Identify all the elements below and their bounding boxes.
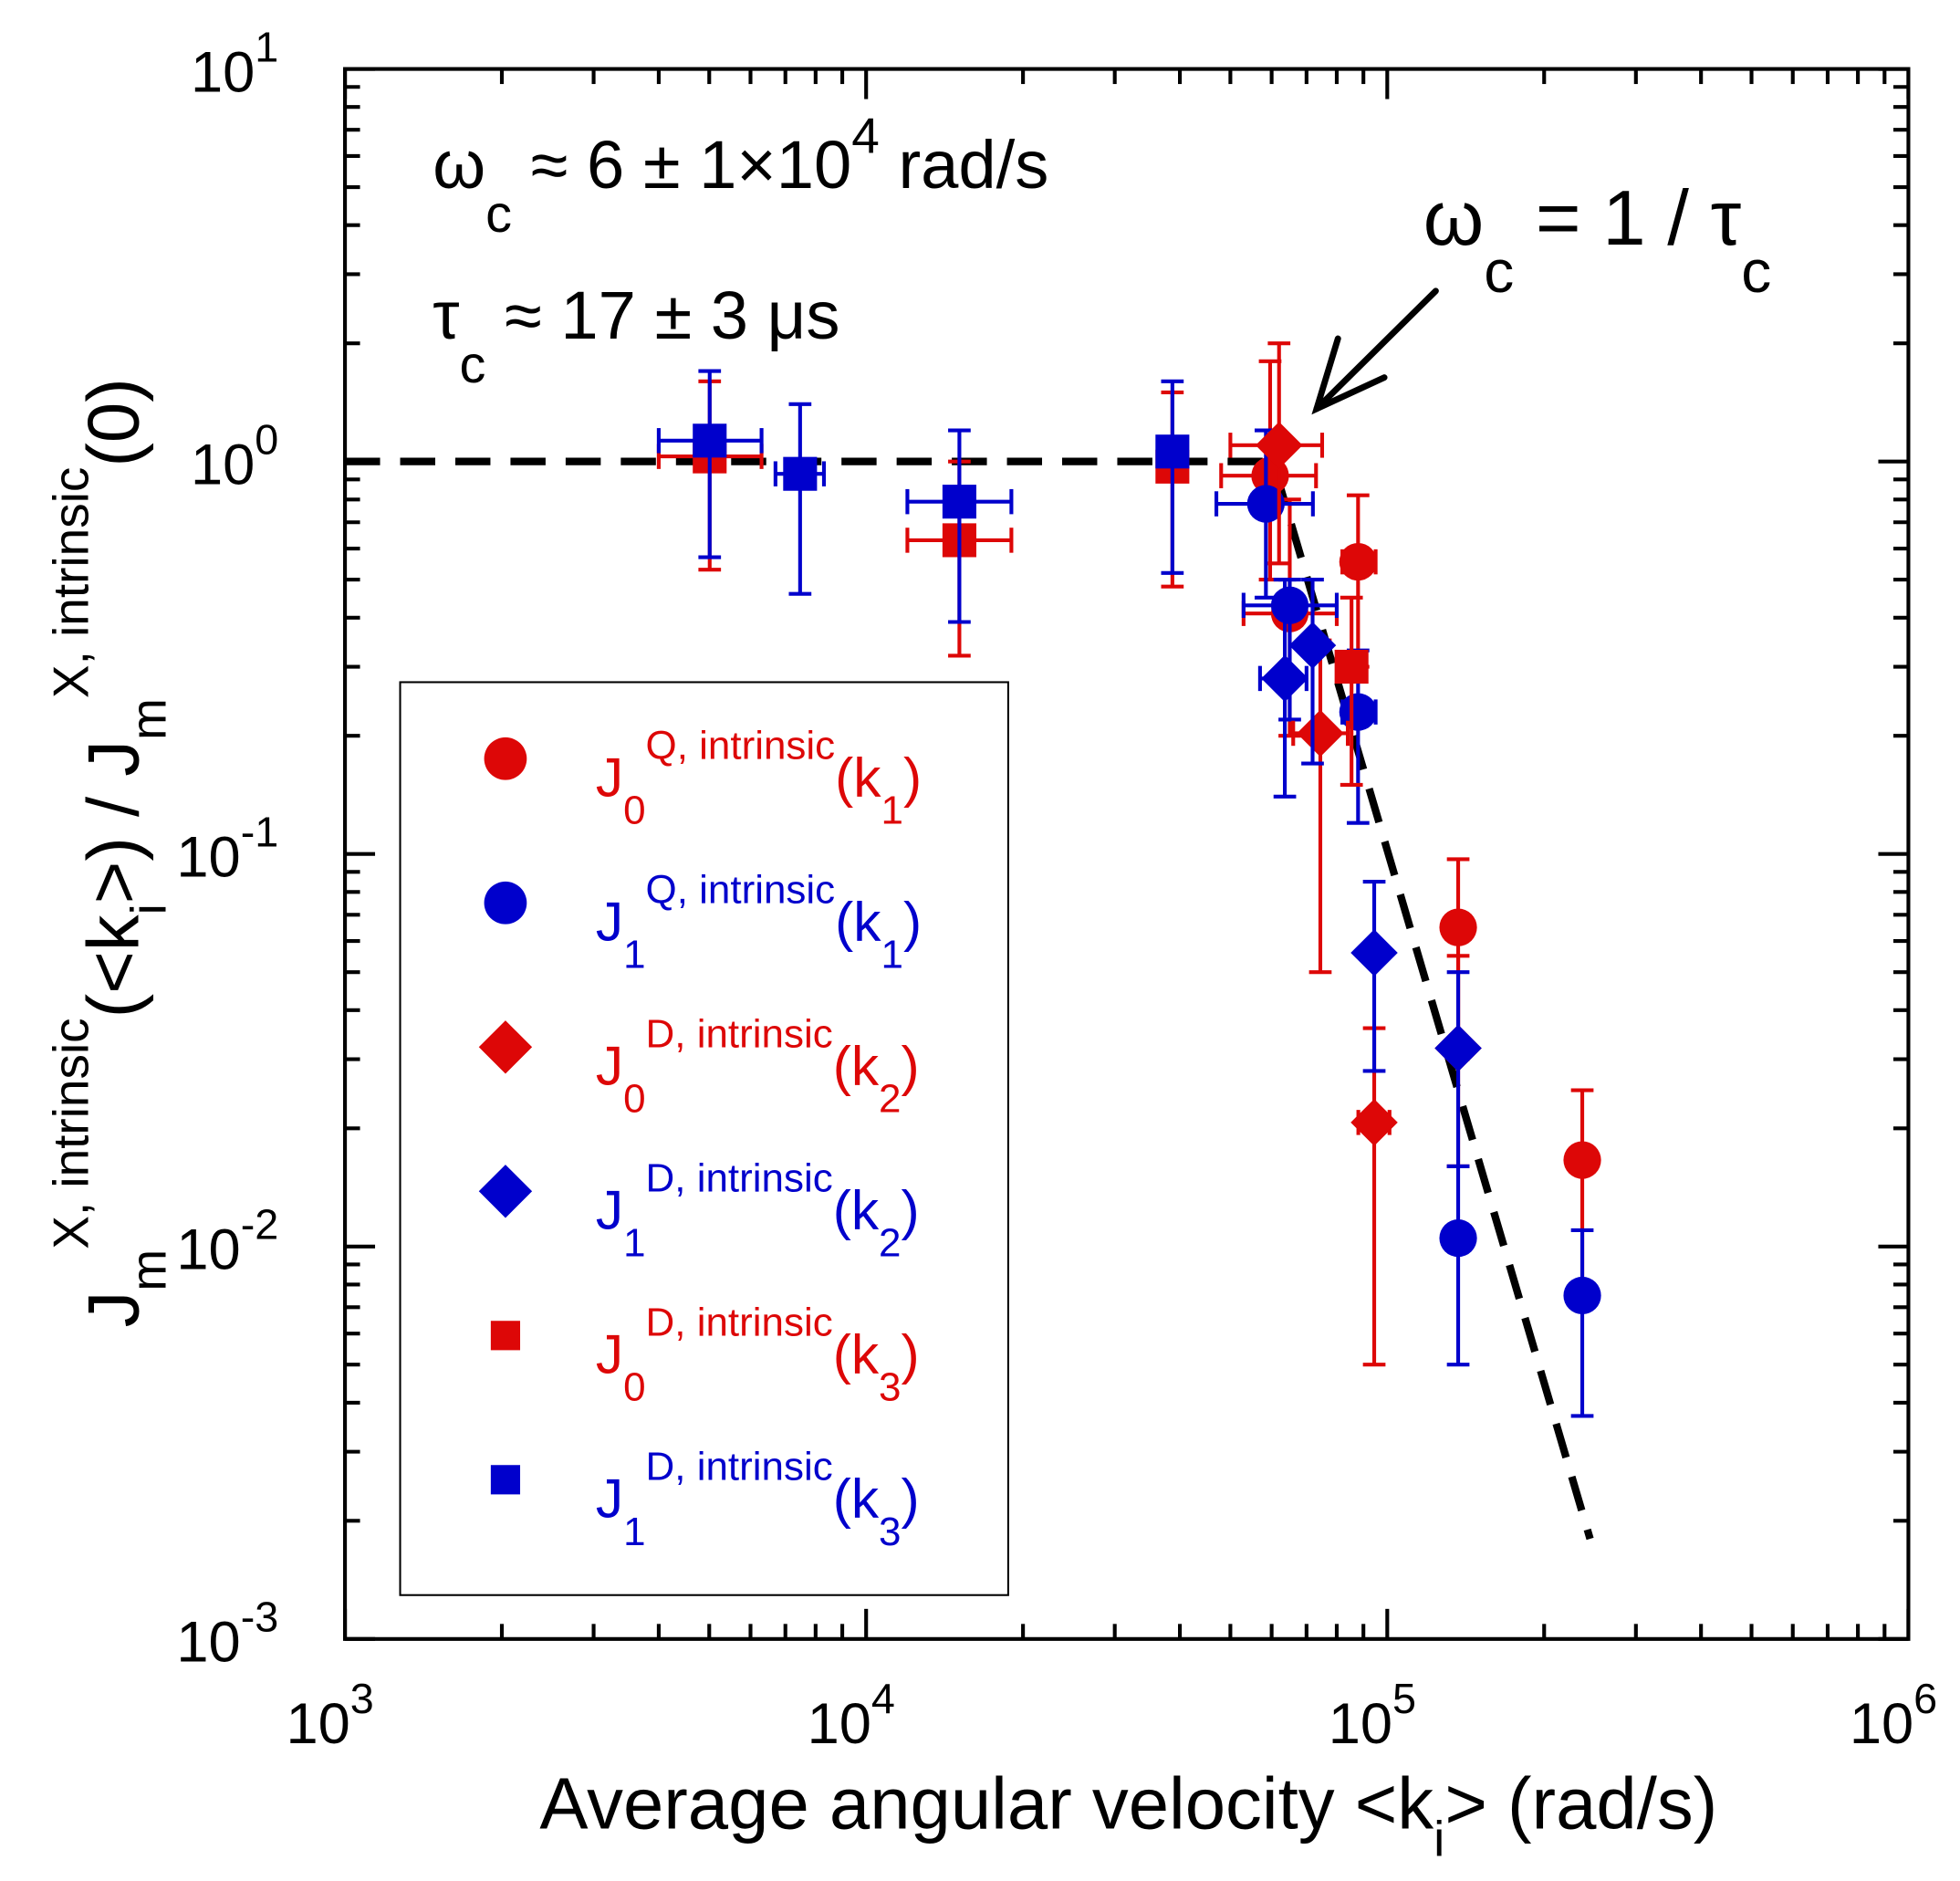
data-point [783,456,818,491]
annotation-omega-c: ωc ≈ 6 ± 1×104 rad/s [433,108,1048,245]
legend-label: J1D, intrinsic(k2) [596,1155,920,1265]
legend-marker-square-icon [490,1321,521,1351]
legend-marker-circle-icon [484,737,527,780]
data-point [1439,908,1477,946]
error-bar [1446,1164,1470,1367]
data-point [1155,434,1190,469]
y-tick-label: 10-2 [176,1201,278,1282]
legend-label: J0D, intrinsic(k2) [596,1011,920,1121]
x-tick-label: 105 [1329,1675,1416,1756]
data-point [1261,654,1308,703]
data-point [1270,586,1309,624]
legend-marker-diamond-icon [478,1165,533,1218]
x-tick-label: 106 [1850,1675,1937,1756]
x-title-main: Average angular velocity <k [539,1762,1434,1844]
data-point [1334,649,1369,684]
x-title-sub: i [1434,1811,1444,1867]
y-tick-label: 10-1 [176,808,278,889]
series-j1-d-k2 [1257,578,1482,1169]
y-tick-label: 100 [191,415,278,496]
data-point [1297,709,1344,758]
legend-box [399,681,1009,1596]
error-bar [1161,379,1184,575]
y-axis-title: JmX, intrinsic(<ki>) / JmX, intrinsic(0) [42,378,176,1327]
error-bar [1340,493,1378,669]
data-point [693,423,727,458]
data-point [1339,693,1377,731]
fit-line-path [345,457,1594,1541]
legend-label: J0D, intrinsic(k3) [596,1300,920,1409]
data-point [942,485,976,519]
y-tick-label: 101 [191,23,278,104]
annotation-tau-c: τc ≈ 17 ± 3 μs [433,277,839,394]
legend-marker-diamond-icon [478,1020,533,1074]
legend: J0Q, intrinsic(k1) J1Q, intrinsic(k1) J0D,… [399,681,1009,1596]
data-point [1339,542,1377,581]
error-bar [1301,578,1324,766]
data-point [1439,1219,1477,1258]
legend-marker-square-icon [490,1465,521,1495]
plot-frame [343,67,1911,1641]
legend-label: J0Q, intrinsic(k1) [596,723,922,832]
legend-label: J1D, intrinsic(k3) [596,1444,920,1553]
data-point [1350,929,1398,977]
error-bar [1570,1228,1594,1418]
data-point [1255,422,1303,469]
data-point [1563,1141,1601,1179]
data-point [1246,485,1285,523]
axis-ticks [343,67,1911,1641]
legend-marker-circle-icon [484,881,527,925]
data-point [1288,622,1337,669]
data-point [1563,1276,1601,1315]
x-tick-label: 103 [286,1675,373,1756]
data-point [1350,1099,1398,1146]
error-bar [1340,595,1363,788]
tick-labels: 103 104 105 106 10-3 10-2 10-1 100 101 [176,23,1937,1756]
series-j1-d-k3 [656,369,1190,624]
x-title-end: > (rad/s) [1444,1762,1717,1844]
annotation-relation: ωc = 1 / τc [1423,175,1772,305]
fit-line [345,457,1594,1541]
arrow-icon [1311,287,1439,415]
data-marks [656,341,1601,1418]
error-bar [773,402,827,596]
x-tick-label: 104 [808,1675,895,1756]
y-tick-label: 10-3 [176,1594,278,1675]
x-axis-title: Average angular velocity <ki> (rad/s) [539,1762,1717,1866]
legend-label: J1Q, intrinsic(k1) [596,867,922,977]
data-point [1434,1024,1482,1072]
error-bar [1356,1026,1392,1367]
